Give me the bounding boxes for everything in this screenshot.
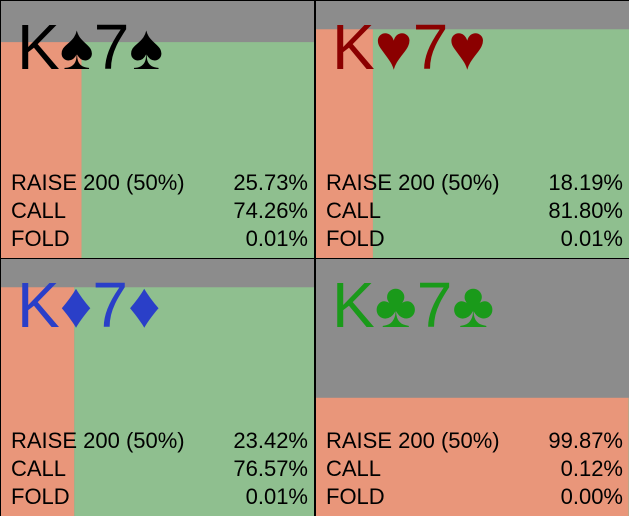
action-name: RAISE 200 (50%) bbox=[326, 170, 500, 195]
action-bar bbox=[316, 397, 629, 516]
cell-border bbox=[0, 258, 315, 516]
action-frequency: 0.00% bbox=[561, 484, 623, 509]
action-frequency: 76.57% bbox=[233, 456, 308, 481]
hand-title: K♣7♣ bbox=[332, 269, 494, 341]
hand-title: K♠7♠ bbox=[17, 11, 163, 83]
action-frequency: 74.26% bbox=[233, 198, 308, 223]
action-name: FOLD bbox=[11, 484, 70, 509]
action-bar bbox=[1, 42, 82, 259]
action-bar bbox=[74, 287, 314, 516]
action-bar bbox=[372, 29, 629, 258]
action-frequency: 0.01% bbox=[246, 226, 308, 251]
action-frequency: 0.12% bbox=[561, 456, 623, 481]
action-bar bbox=[81, 42, 314, 259]
action-frequency: 81.80% bbox=[548, 198, 623, 223]
hand-title: K♥7♥ bbox=[332, 11, 486, 83]
action-name: FOLD bbox=[326, 226, 385, 251]
hand-title: K♦7♦ bbox=[17, 269, 161, 341]
action-name: RAISE 200 (50%) bbox=[11, 170, 185, 195]
action-name: CALL bbox=[11, 456, 66, 481]
action-frequency: 0.01% bbox=[246, 484, 308, 509]
action-frequency: 18.19% bbox=[548, 170, 623, 195]
action-name: CALL bbox=[326, 198, 381, 223]
action-name: RAISE 200 (50%) bbox=[326, 428, 500, 453]
action-frequency: 25.73% bbox=[233, 170, 308, 195]
action-frequency: 99.87% bbox=[548, 428, 623, 453]
action-name: CALL bbox=[11, 198, 66, 223]
action-name: FOLD bbox=[11, 226, 70, 251]
action-name: FOLD bbox=[326, 484, 385, 509]
action-frequency: 23.42% bbox=[233, 428, 308, 453]
action-name: CALL bbox=[326, 456, 381, 481]
action-bar bbox=[316, 29, 373, 258]
cell-border bbox=[315, 258, 629, 516]
action-bar bbox=[1, 287, 75, 516]
action-frequency: 0.01% bbox=[561, 226, 623, 251]
action-name: RAISE 200 (50%) bbox=[11, 428, 185, 453]
